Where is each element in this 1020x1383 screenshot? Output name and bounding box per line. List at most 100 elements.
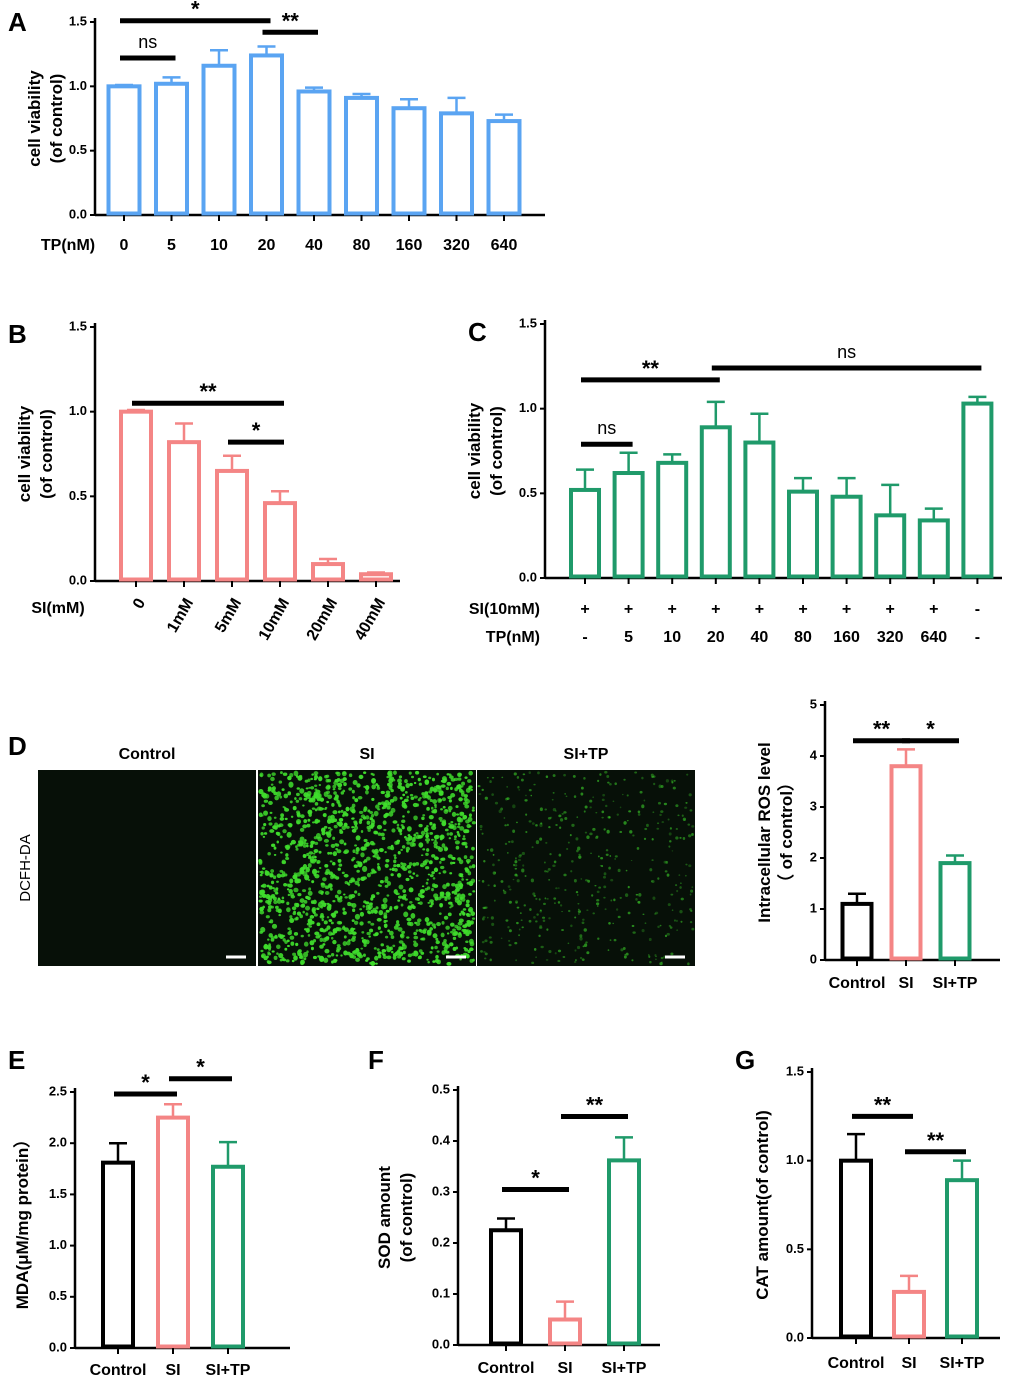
y-tick-label: 0.0	[432, 1336, 450, 1351]
y-axis-label: cell viability	[15, 405, 34, 502]
bar	[311, 562, 345, 582]
y-tick-label: 1.5	[69, 13, 87, 28]
significance-label: *	[531, 1165, 540, 1190]
bar	[201, 63, 237, 216]
micrograph-title: SI+TP	[564, 746, 609, 763]
significance-label: **	[927, 1128, 945, 1153]
y-tick-label: 0.0	[786, 1329, 804, 1344]
y-axis-label: cell viability	[465, 402, 484, 499]
bar	[961, 401, 994, 579]
chart-d-chart: Intracellular ROS level （ of control） 0 1 2 3…	[755, 696, 1000, 992]
row-si-value: +	[842, 601, 851, 618]
x-tick-label: SI+TP	[602, 1360, 647, 1377]
row-tp-value: 5	[624, 629, 633, 646]
bar	[945, 1178, 979, 1339]
y-tick-label: 0.5	[69, 142, 87, 157]
row-tp-value: 160	[833, 629, 860, 646]
y-tick-label: 0.0	[69, 206, 87, 221]
bar	[699, 425, 732, 579]
bar	[119, 409, 153, 582]
panel-letter: E	[8, 1045, 25, 1075]
x-tick-label: Control	[90, 1362, 147, 1379]
x-tick-label: SI+TP	[933, 975, 978, 992]
x-tick-label: 40mM	[352, 596, 389, 644]
bar	[486, 119, 522, 216]
significance-label: *	[191, 0, 200, 22]
micrograph-title: SI	[359, 746, 374, 763]
micrograph-control: Control	[38, 746, 256, 966]
row-tp-value: -	[975, 629, 980, 646]
x-tick-label: 5mM	[212, 596, 245, 636]
y-tick-label: 0.5	[49, 1288, 67, 1303]
x-axis-label: SI(mM)	[31, 600, 84, 617]
row-label-dcfh-da: DCFH-DA	[17, 834, 34, 902]
row-si-value: +	[580, 601, 589, 618]
x-tick-label: 1mM	[164, 596, 197, 636]
x-tick-label: 10	[210, 237, 228, 254]
significance-label: ns	[597, 418, 616, 438]
y-axis-label: CAT amount(of control)	[753, 1110, 772, 1299]
significance-label: **	[586, 1093, 604, 1118]
y-tick-label: 4	[810, 747, 818, 762]
chart-e: E MDA(μM/mg protein） 0.0 0.5 1.0 1.5 2.0 2.5 Con…	[8, 1045, 290, 1379]
row-tp-value: 320	[877, 629, 904, 646]
x-tick-label: 0	[130, 596, 149, 612]
y-tick-label: 2	[810, 849, 817, 864]
y-axis-label: (of control)	[397, 1173, 416, 1263]
x-tick-label: 20mM	[304, 596, 341, 644]
bar	[359, 572, 393, 582]
x-tick-label: 20	[258, 237, 276, 254]
micrograph-image	[477, 770, 695, 966]
y-tick-label: 0.2	[432, 1234, 450, 1249]
y-tick-label: 1.5	[49, 1186, 67, 1201]
y-axis-label: （ of control）	[776, 774, 796, 891]
bar	[344, 95, 379, 216]
micrograph-si-tp: SI+TP	[477, 746, 695, 966]
bar	[830, 494, 863, 579]
bar	[249, 53, 284, 216]
row-tp-value: 20	[707, 629, 725, 646]
bar	[840, 901, 874, 961]
significance-label: *	[926, 717, 935, 742]
x-tick-label: 0	[120, 237, 129, 254]
y-tick-label: 0.5	[69, 488, 87, 503]
significance-label: **	[642, 356, 660, 381]
x-tick-label: 80	[353, 237, 371, 254]
panel-letter: F	[368, 1045, 384, 1075]
y-axis-label: MDA(μM/mg protein）	[12, 1131, 32, 1310]
x-tick-label: SI	[901, 1355, 916, 1372]
y-tick-label: 1	[810, 900, 817, 915]
row-tp-value: 40	[751, 629, 769, 646]
y-tick-label: 1.0	[69, 403, 87, 418]
x-axis-label: TP(nM)	[41, 237, 95, 254]
bar	[215, 468, 249, 582]
y-axis-label: (of control)	[47, 74, 66, 164]
y-tick-label: 2.5	[49, 1083, 67, 1098]
bar	[874, 513, 907, 579]
panel-letter: C	[468, 317, 487, 347]
significance-label: **	[199, 379, 217, 404]
y-tick-label: 0.0	[519, 569, 537, 584]
x-tick-label: 5	[167, 237, 176, 254]
bar	[391, 106, 427, 216]
bar	[167, 440, 201, 582]
fluorescent-cells	[477, 770, 695, 966]
y-tick-label: 0.1	[432, 1285, 450, 1300]
x-tick-label: 160	[396, 237, 423, 254]
y-tick-label: 1.0	[519, 400, 537, 415]
bar	[106, 84, 142, 216]
y-tick-label: 0.0	[49, 1339, 67, 1354]
bar	[839, 1158, 873, 1339]
bar	[548, 1317, 582, 1346]
row-tp-value: 640	[920, 629, 947, 646]
y-tick-label: 1.5	[786, 1063, 804, 1078]
x-tick-label: 40	[305, 237, 323, 254]
y-tick-label: 3	[810, 798, 817, 813]
row-si-value: +	[624, 601, 633, 618]
bar	[296, 89, 332, 216]
y-axis-label: SOD amount	[375, 1166, 394, 1269]
significance-label: ns	[837, 342, 856, 362]
bar	[439, 111, 474, 216]
